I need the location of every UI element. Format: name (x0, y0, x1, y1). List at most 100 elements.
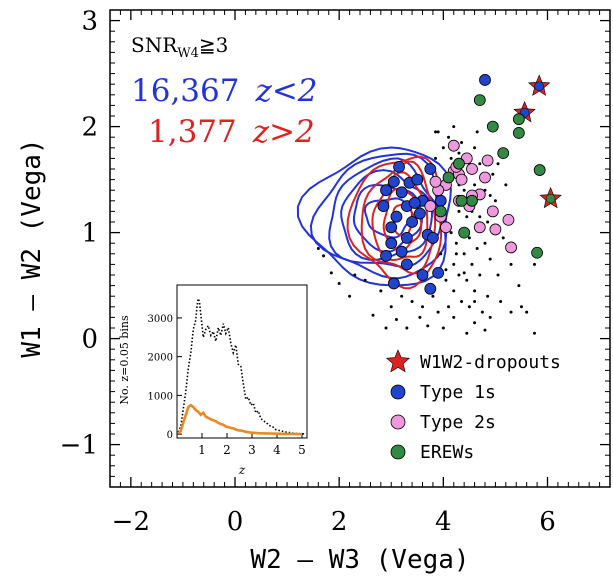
data-point-dot (410, 300, 414, 303)
data-point-type-1s (380, 250, 392, 262)
y-axis-ticks: −1 0 1 2 3 (60, 7, 610, 488)
data-point-dot (509, 262, 513, 266)
data-point-dot (447, 305, 451, 309)
data-point-type-1s (393, 160, 405, 173)
data-point-type-2s (489, 223, 502, 236)
data-point-dot (322, 254, 326, 258)
data-point-dot (444, 278, 448, 282)
data-point-erews (497, 147, 510, 160)
inset-x-tick-label: 4 (273, 443, 281, 457)
data-point-dot (486, 294, 490, 298)
data-point-type-2s (424, 200, 437, 213)
data-point-dot (478, 273, 482, 277)
data-point-dot (499, 300, 503, 303)
legend-label: EREWs (420, 442, 474, 463)
inset-x-tick-label: 2 (223, 443, 231, 457)
data-point-dot (379, 289, 383, 293)
data-point-dot (316, 247, 320, 250)
x-tick-label: −2 (112, 507, 150, 537)
data-point-type-1s (390, 210, 403, 223)
legend-marker-star (385, 349, 411, 373)
x-tick-label: 0 (227, 507, 244, 537)
data-point-erews (442, 171, 455, 184)
x-axis-label: W2 – W3 (Vega) (250, 545, 469, 575)
y-tick-label: 2 (81, 113, 98, 143)
x-tick-label: 2 (331, 507, 348, 537)
data-point-dot (517, 284, 521, 288)
data-point-dot (441, 326, 445, 330)
data-point-dot (465, 278, 469, 282)
data-point-type-2s (505, 241, 517, 254)
data-point-dot (525, 310, 529, 314)
data-point-type-1s (387, 175, 400, 188)
high-z-annotation: 1,377 z>2 (148, 114, 315, 150)
data-point-dot (465, 331, 469, 335)
data-point-dot (444, 268, 448, 272)
data-point-type-2s (486, 205, 499, 218)
data-point-dot (436, 310, 440, 314)
inset-x-tick-label: 3 (248, 443, 256, 457)
inset-histogram: 1 2 3 4 5 0 1000 2000 3000 z No. z=0.05 bins (118, 284, 308, 477)
data-point-dot (394, 318, 398, 322)
data-point-dot (452, 315, 456, 319)
data-point-erews (531, 246, 543, 259)
data-point-dot (475, 247, 479, 250)
inset-ticks: 1 2 3 4 5 0 1000 2000 3000 (148, 314, 306, 457)
contour-z2-level (328, 157, 443, 268)
contour-z2-level (371, 171, 429, 262)
data-point-dot (532, 262, 536, 266)
data-point-dot (434, 130, 438, 134)
data-point-type-2s (473, 221, 486, 234)
data-point-erews (434, 205, 447, 218)
data-point-type-1s (434, 194, 447, 207)
data-point-type-1s (387, 277, 400, 290)
high-z-count: 1,377 (148, 114, 237, 150)
x-tick-label: 6 (539, 507, 556, 537)
data-point-dropout-core (545, 193, 556, 204)
data-point-dot (434, 156, 438, 160)
inset-y-tick-label: 2000 (148, 353, 173, 364)
data-point-dot (452, 262, 456, 266)
y-axis-label: W1 – W2 (Vega) (17, 138, 47, 357)
data-point-dot (363, 278, 367, 282)
data-point-dot (337, 281, 341, 285)
data-point-dot (457, 151, 461, 155)
data-point-erews (512, 113, 525, 126)
data-point-type-1s (413, 207, 426, 220)
data-point-erews (466, 194, 478, 207)
data-point-type-2s (447, 139, 460, 152)
data-point-dot (405, 326, 409, 330)
data-point-type-1s (408, 197, 421, 209)
inset-y-label: No. z=0.05 bins (118, 315, 131, 405)
data-point-dot (441, 146, 445, 150)
data-point-dot (454, 241, 458, 245)
legend-label: W1W2-dropouts (420, 352, 561, 373)
data-point-dot (488, 315, 492, 319)
legend-label: Type 1s (420, 382, 496, 403)
snr-prefix: SNR (131, 33, 178, 57)
data-point-dot (436, 130, 440, 134)
data-point-type-1s (406, 216, 418, 228)
contour-z2-level (382, 187, 423, 252)
data-point-dot (421, 305, 424, 309)
data-point-dot (486, 220, 490, 224)
data-point-type-2s (429, 175, 442, 188)
inset-frame (176, 284, 308, 439)
x-axis-ticks: −2 0 2 4 6 (109, 10, 601, 537)
data-point-dot (467, 305, 471, 309)
data-point-type-1s (424, 163, 437, 175)
data-point-type-2s (479, 171, 491, 184)
data-point-dot (483, 241, 487, 245)
data-point-dot (431, 294, 435, 298)
data-point-erews (512, 127, 525, 139)
low-z-label: z<2 (254, 73, 317, 109)
legend: W1W2-dropouts Type 1s Type 2s EREWs (385, 349, 561, 463)
inset-y-tick-label: 0 (167, 430, 173, 441)
data-point-dot (473, 183, 477, 187)
data-point-dot (462, 252, 466, 256)
contour-z2-level (364, 197, 414, 239)
data-point-dot (509, 310, 513, 314)
data-point-dot (439, 252, 443, 256)
data-point-type-1s (395, 245, 408, 258)
